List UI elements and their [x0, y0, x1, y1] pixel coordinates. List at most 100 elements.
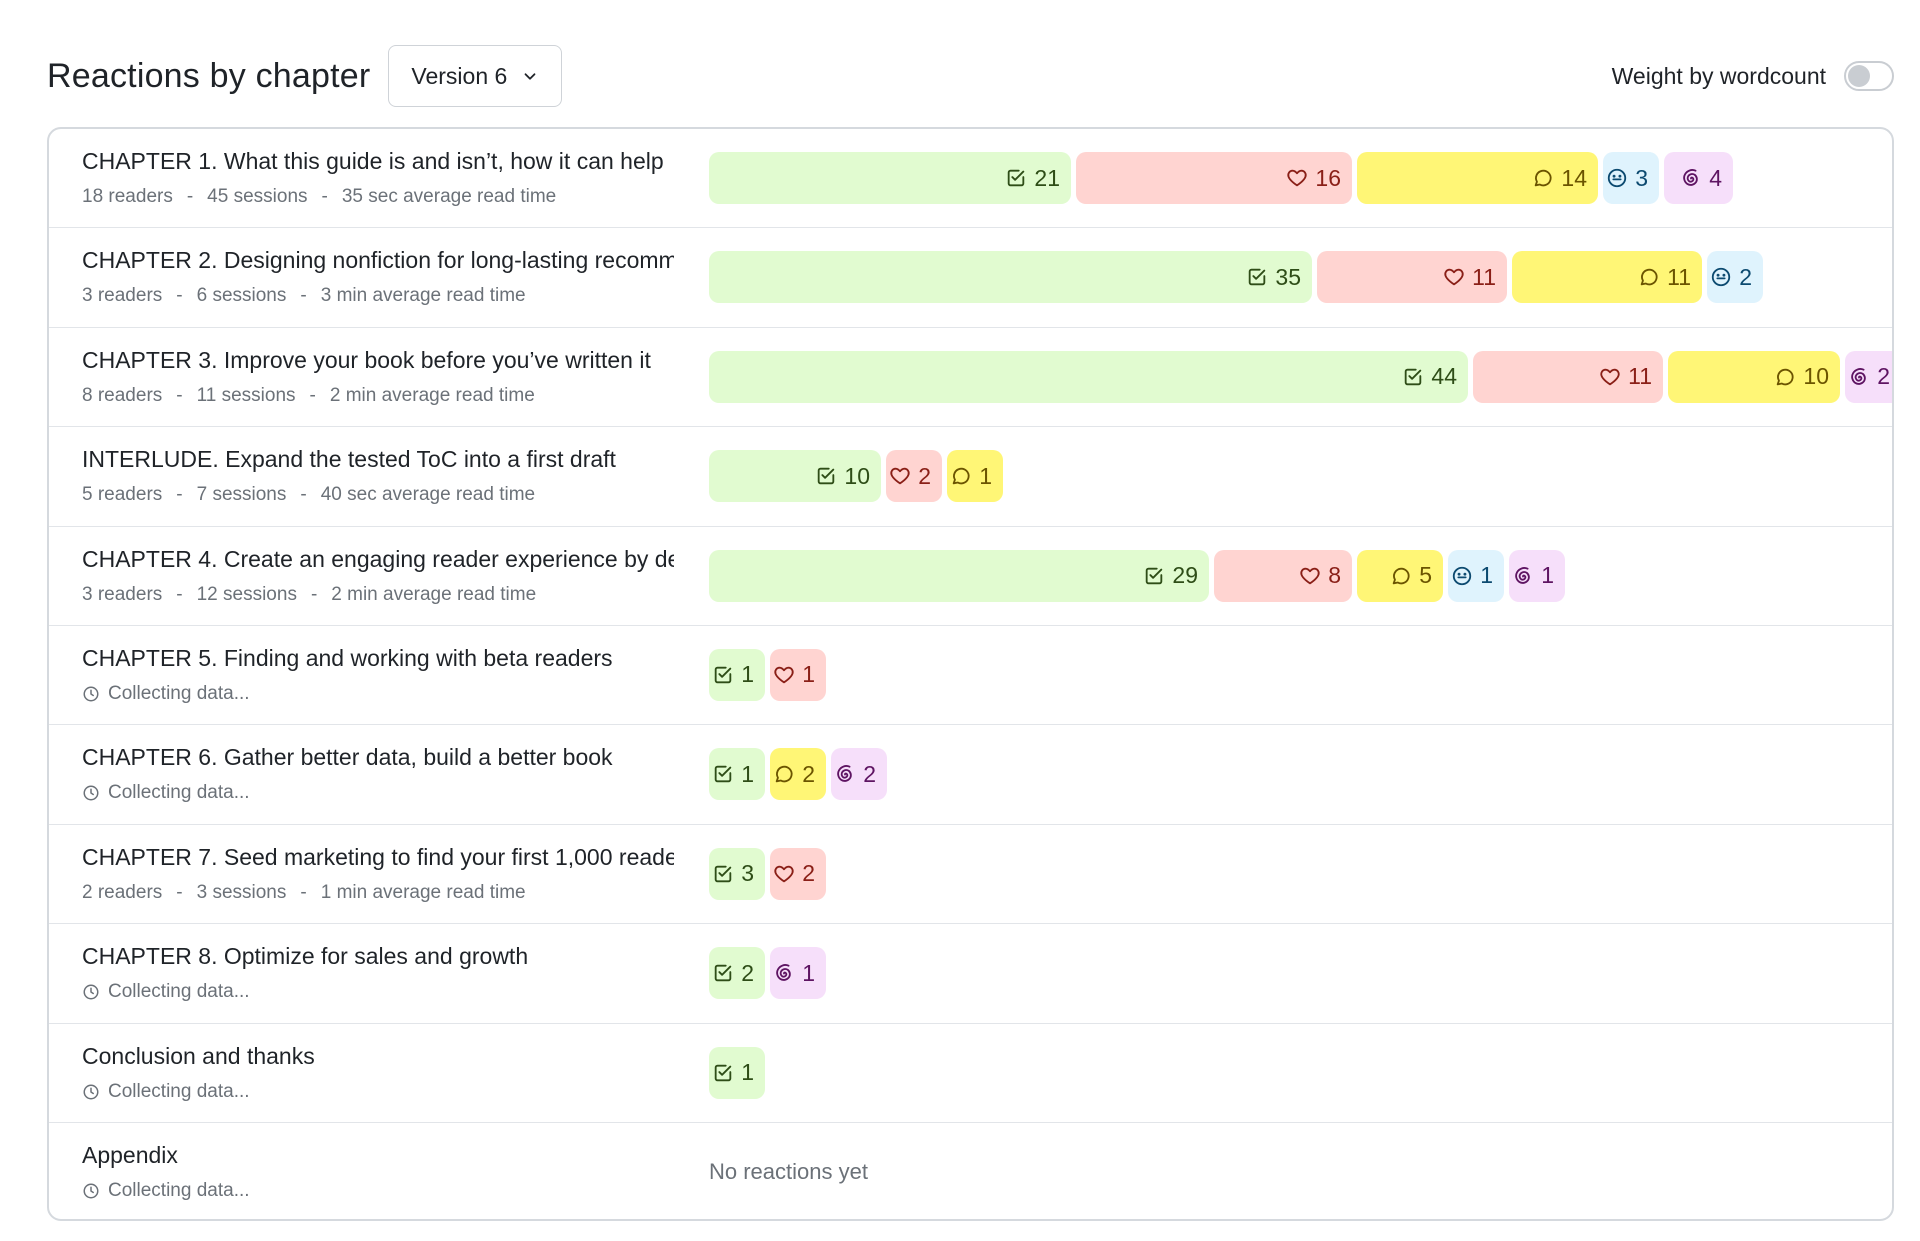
clock-icon: [83, 686, 99, 702]
check-icon: [1246, 266, 1268, 288]
version-dropdown[interactable]: Version 6: [388, 45, 563, 107]
reaction-count: 1: [1480, 562, 1493, 589]
comment-reaction-segment[interactable]: 14: [1357, 152, 1598, 204]
chapter-title[interactable]: CHAPTER 1. What this guide is and isn’t,…: [82, 148, 664, 174]
chapter-title[interactable]: CHAPTER 5. Finding and working with beta…: [82, 644, 613, 671]
check-reaction-segment[interactable]: 21: [709, 152, 1071, 204]
check-reaction-segment[interactable]: 29: [709, 549, 1209, 602]
heart-reaction-segment[interactable]: 8: [1214, 549, 1352, 602]
stats-separator: -: [176, 583, 183, 605]
chapter-title[interactable]: CHAPTER 2. Designing nonfiction for long…: [82, 247, 674, 274]
heart-icon: [1299, 565, 1321, 587]
clock-icon: [83, 1183, 99, 1199]
chapter-row[interactable]: CHAPTER 5. Finding and working with beta…: [49, 626, 1892, 726]
chapter-title[interactable]: CHAPTER 6. Gather better data, build a b…: [82, 744, 613, 771]
spiral-reaction-segment[interactable]: 1: [770, 947, 826, 1000]
heart-reaction-segment[interactable]: 2: [770, 847, 826, 900]
chapter-row[interactable]: Appendix Collecting data... No reactions y…: [49, 1123, 1892, 1219]
check-icon: [815, 465, 837, 487]
spiral-reaction-segment[interactable]: 2: [831, 748, 887, 801]
sessions-count: 3 sessions: [196, 881, 287, 903]
chapter-title[interactable]: CHAPTER 3. Improve your book before you’…: [82, 346, 651, 373]
spiral-icon: [1848, 366, 1870, 388]
check-reaction-segment[interactable]: 1: [709, 748, 765, 801]
readers-count: 3 readers: [82, 583, 163, 605]
chapter-row[interactable]: CHAPTER 6. Gather better data, build a b…: [49, 725, 1892, 825]
check-icon: [1143, 565, 1165, 587]
heart-reaction-segment[interactable]: 2: [886, 450, 942, 503]
chapter-row[interactable]: CHAPTER 1. What this guide is and isn’t,…: [49, 129, 1892, 229]
chapter-title[interactable]: CHAPTER 7. Seed marketing to find your f…: [82, 843, 674, 870]
spiral-reaction-segment[interactable]: 2: [1845, 350, 1892, 403]
chapter-row[interactable]: CHAPTER 4. Create an engaging reader exp…: [49, 527, 1892, 626]
sessions-count: 7 sessions: [196, 484, 287, 506]
chapter-title[interactable]: CHAPTER 4. Create an engaging reader exp…: [82, 545, 674, 572]
stats-separator: -: [300, 881, 307, 903]
readers-count: 18 readers: [82, 186, 173, 207]
heart-reaction-segment[interactable]: 11: [1317, 251, 1507, 304]
clock-icon: [83, 984, 99, 1000]
comment-reaction-segment[interactable]: 5: [1357, 549, 1443, 602]
comment-reaction-segment[interactable]: 2: [770, 748, 826, 801]
chapter-title[interactable]: Appendix: [82, 1141, 178, 1168]
comment-icon: [1532, 167, 1554, 189]
check-icon: [712, 863, 734, 885]
chapter-row[interactable]: CHAPTER 8. Optimize for sales and growth…: [49, 924, 1892, 1024]
chapter-row[interactable]: CHAPTER 7. Seed marketing to find your f…: [49, 825, 1892, 925]
toggle-knob: [1848, 65, 1870, 87]
confused-icon: [1451, 565, 1473, 587]
average-read-time: 35 sec average read time: [341, 186, 557, 207]
check-reaction-segment[interactable]: 44: [709, 350, 1468, 403]
reaction-count: 2: [741, 959, 754, 986]
reaction-count: 2: [802, 860, 815, 887]
reaction-count: 1: [1541, 562, 1554, 589]
spiral-icon: [773, 962, 795, 984]
check-reaction-segment[interactable]: 1: [709, 1046, 765, 1099]
reaction-count: 1: [741, 760, 754, 787]
check-reaction-segment[interactable]: 10: [709, 450, 881, 503]
reaction-count: 11: [1472, 263, 1496, 290]
confused-reaction-segment[interactable]: 3: [1603, 152, 1659, 204]
chapter-row[interactable]: CHAPTER 3. Improve your book before you’…: [49, 328, 1892, 428]
confused-reaction-segment[interactable]: 2: [1707, 251, 1763, 304]
check-reaction-segment[interactable]: 3: [709, 847, 765, 900]
chapter-stats: Collecting data...: [82, 981, 250, 1003]
heart-reaction-segment[interactable]: 1: [770, 648, 826, 701]
stats-separator: -: [310, 583, 318, 605]
comment-icon: [773, 763, 795, 785]
chapter-title[interactable]: CHAPTER 8. Optimize for sales and growth: [82, 943, 529, 970]
chapter-stats: 5 readers -7 sessions -40 sec average read…: [82, 484, 535, 506]
version-label: Version 6: [411, 62, 508, 89]
check-reaction-segment[interactable]: 35: [709, 251, 1312, 304]
chapter-title[interactable]: Conclusion and thanks: [82, 1042, 315, 1069]
sessions-count: 6 sessions: [196, 285, 287, 307]
reaction-bar: 21 16 14 3 4: [709, 152, 1733, 204]
stats-separator: -: [176, 384, 183, 406]
chapter-stats: 3 readers -6 sessions -3 min average read …: [82, 285, 526, 307]
chapter-row[interactable]: CHAPTER 2. Designing nonfiction for long…: [49, 228, 1892, 328]
spiral-reaction-segment[interactable]: 1: [1509, 549, 1565, 602]
spiral-icon: [1512, 565, 1534, 587]
heart-reaction-segment[interactable]: 16: [1076, 152, 1352, 204]
average-read-time: 2 min average read time: [329, 384, 535, 406]
chapter-title[interactable]: INTERLUDE. Expand the tested ToC into a …: [82, 446, 616, 473]
comment-reaction-segment[interactable]: 10: [1668, 350, 1840, 403]
chapter-row[interactable]: INTERLUDE. Expand the tested ToC into a …: [49, 427, 1892, 527]
check-reaction-segment[interactable]: 2: [709, 947, 765, 1000]
reaction-count: 8: [1328, 562, 1341, 589]
reaction-bar: 1: [709, 1046, 765, 1099]
spiral-reaction-segment[interactable]: 4: [1664, 152, 1733, 204]
comment-reaction-segment[interactable]: 11: [1512, 251, 1702, 304]
heart-reaction-segment[interactable]: 11: [1473, 350, 1663, 403]
confused-reaction-segment[interactable]: 1: [1448, 549, 1504, 602]
stats-separator: -: [309, 384, 316, 406]
weight-by-wordcount-toggle[interactable]: [1844, 61, 1894, 91]
chapter-row[interactable]: Conclusion and thanks Collecting data... 1: [49, 1024, 1892, 1123]
check-icon: [1005, 167, 1027, 189]
chapter-stats: 18 readers -45 sessions -35 sec average re…: [82, 186, 556, 208]
collecting-status: Collecting data...: [108, 1179, 250, 1201]
heart-icon: [1286, 167, 1308, 189]
comment-reaction-segment[interactable]: 1: [947, 450, 1003, 503]
check-reaction-segment[interactable]: 1: [709, 648, 765, 701]
